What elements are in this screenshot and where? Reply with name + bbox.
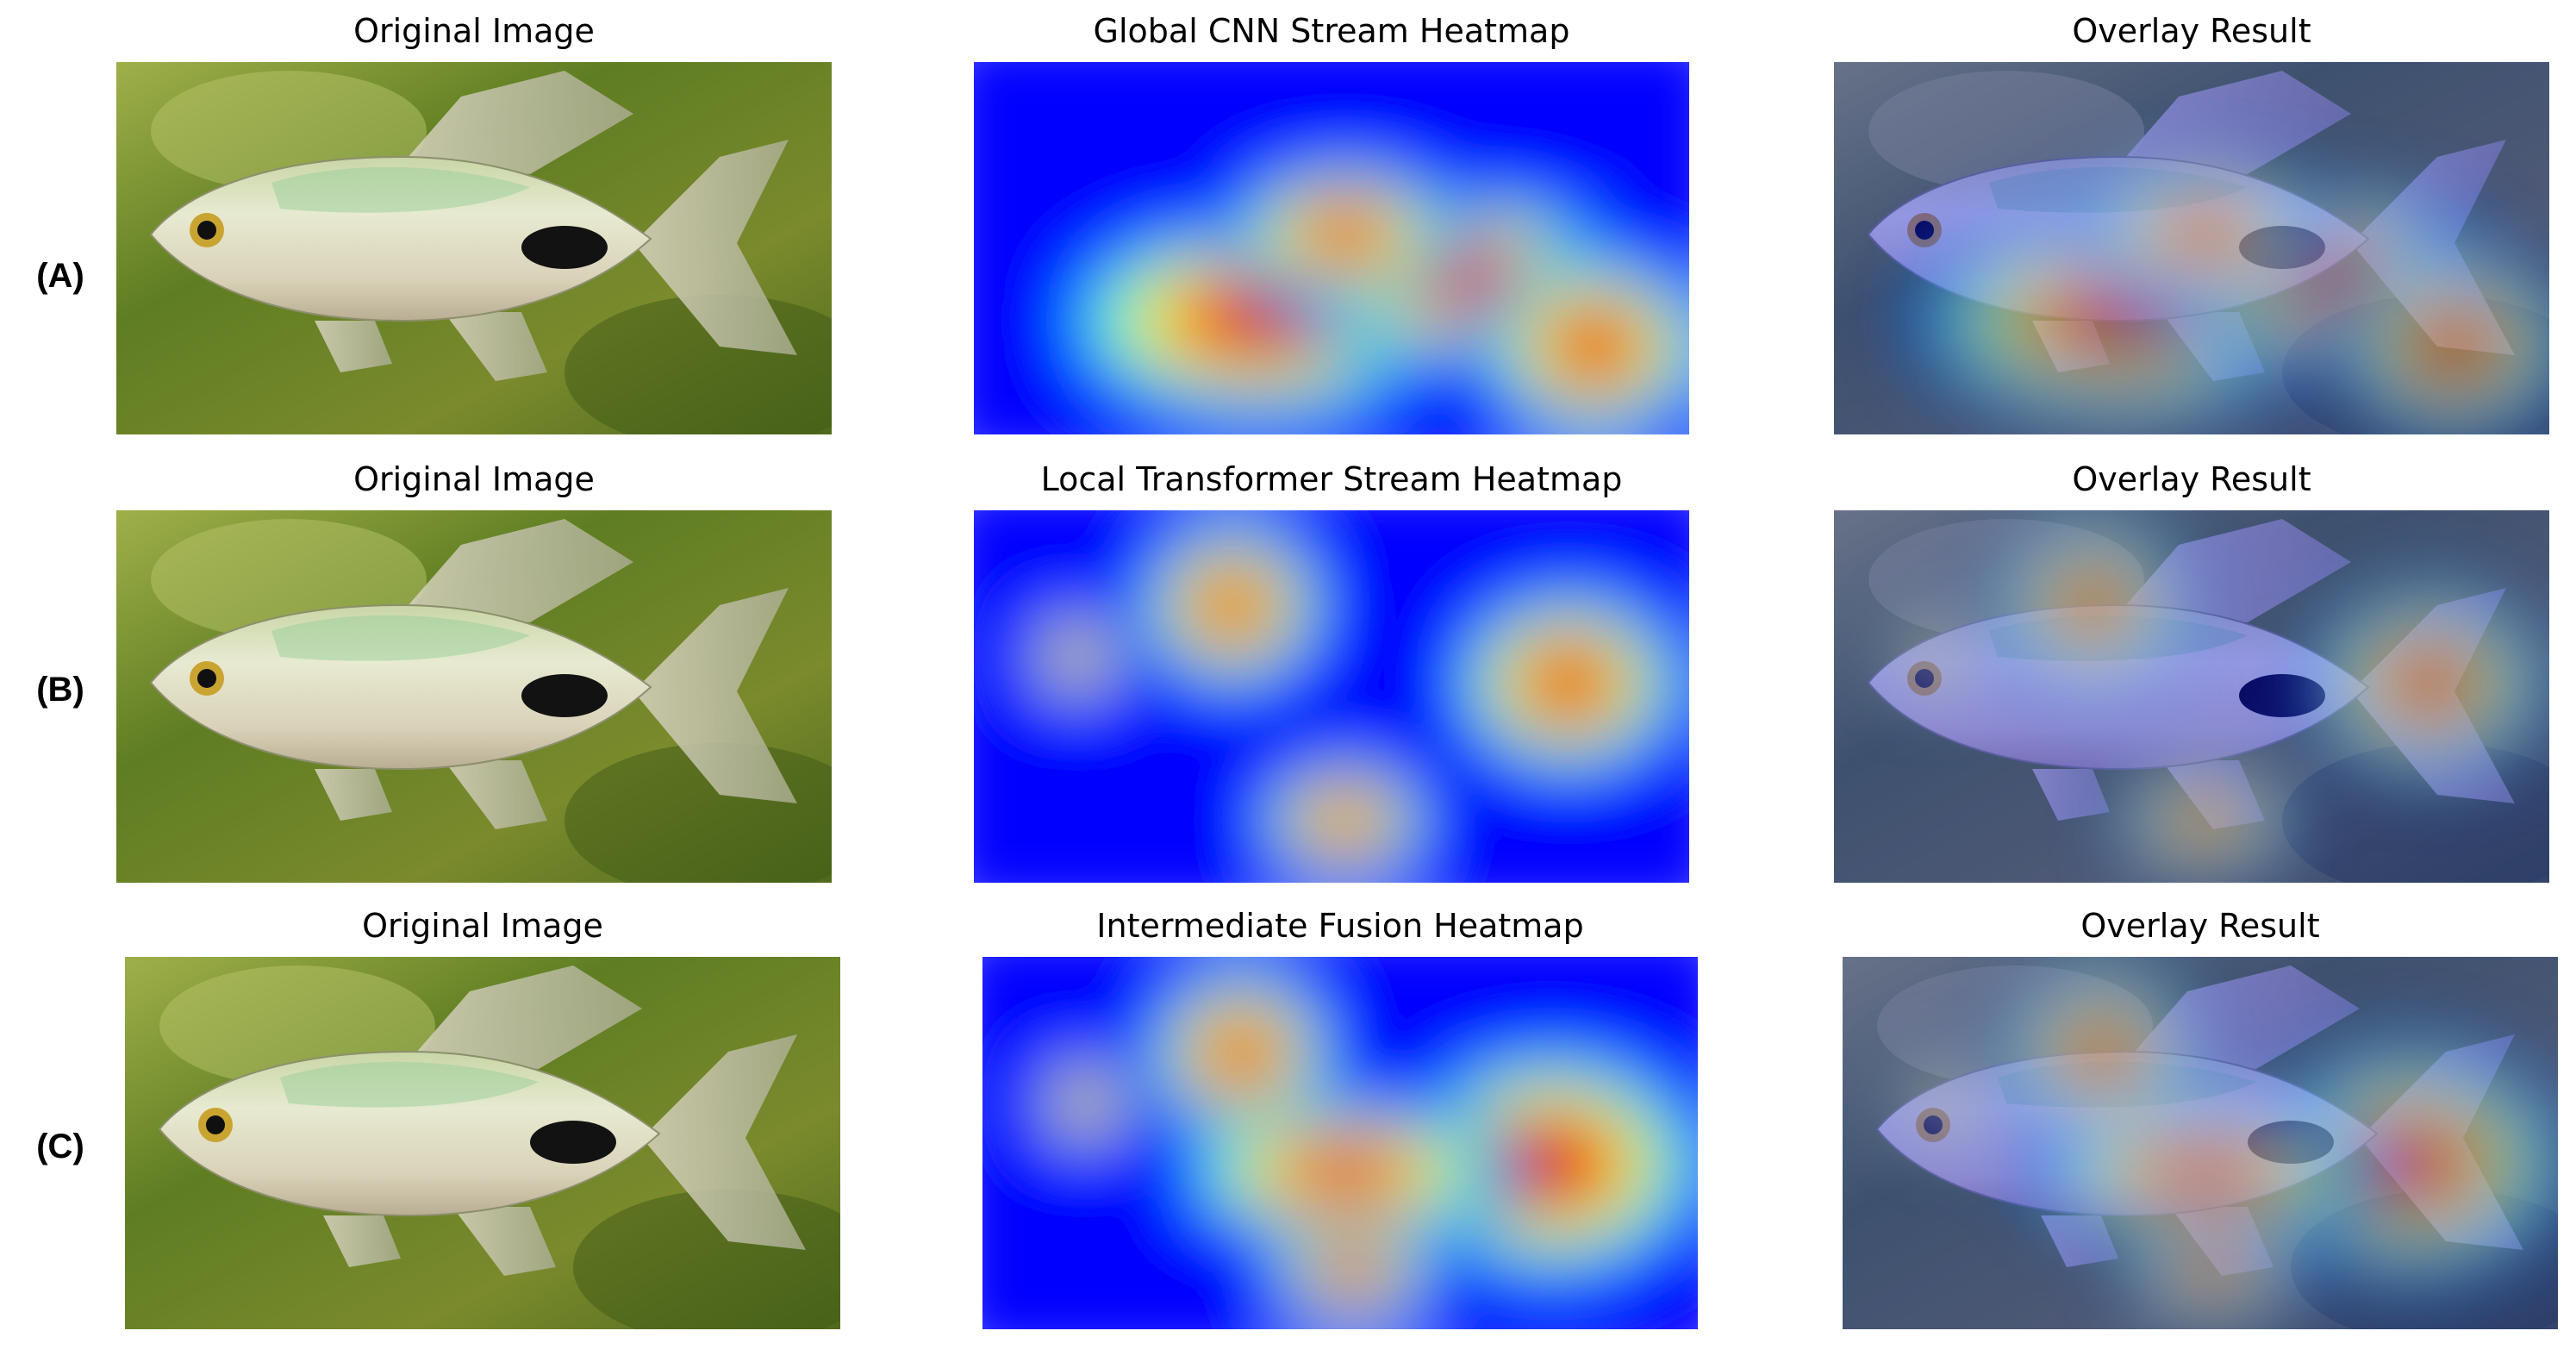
fish-photo <box>125 957 840 1329</box>
row-label-b: (B) <box>36 671 84 709</box>
panel-heatmap: Intermediate Fusion Heatmap <box>982 907 1698 1329</box>
panel-heatmap: Local Transformer Stream Heatmap <box>974 460 1689 883</box>
overlay-graphic <box>1834 62 2549 434</box>
panel-title: Original Image <box>362 907 603 945</box>
panel-title: Original Image <box>353 12 595 50</box>
panel-title: Overlay Result <box>2072 12 2311 50</box>
panel-title: Local Transformer Stream Heatmap <box>1040 460 1623 498</box>
panel-original-image: Original Image <box>116 460 832 883</box>
panel-overlay-result: Overlay Result <box>1843 907 2558 1329</box>
panel-title: Overlay Result <box>2072 460 2311 498</box>
fish-photo <box>116 62 832 434</box>
heatmap-graphic <box>974 510 1689 883</box>
panel-title: Original Image <box>353 460 595 498</box>
panel-heatmap: Global CNN Stream Heatmap <box>974 12 1689 434</box>
panel-overlay-result: Overlay Result <box>1834 460 2549 883</box>
overlay-graphic <box>1834 510 2549 883</box>
heatmap-graphic <box>982 957 1698 1329</box>
panel-original-image: Original Image <box>125 907 840 1329</box>
panel-original-image: Original Image <box>116 12 832 434</box>
overlay-graphic <box>1843 957 2558 1329</box>
heatmap-graphic <box>974 62 1689 434</box>
fish-photo <box>116 510 832 883</box>
panel-title: Overlay Result <box>2080 907 2320 945</box>
panel-title: Intermediate Fusion Heatmap <box>1096 907 1584 945</box>
panel-title: Global CNN Stream Heatmap <box>1093 12 1570 50</box>
panel-overlay-result: Overlay Result <box>1834 12 2549 434</box>
row-label-a: (A) <box>36 257 84 295</box>
row-label-c: (C) <box>36 1128 84 1165</box>
